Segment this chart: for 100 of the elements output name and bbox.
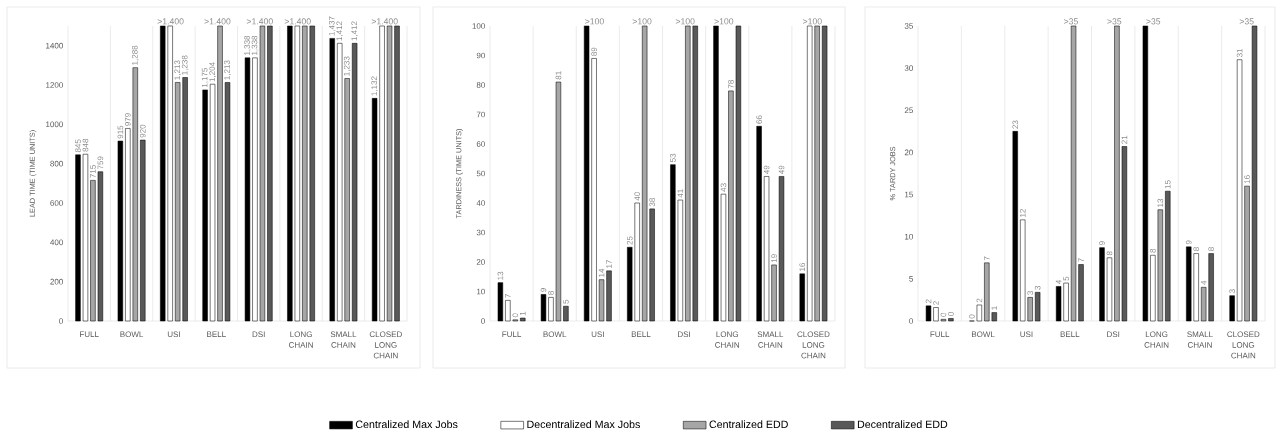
data-label: 0 bbox=[969, 314, 975, 319]
y-tick-label: 15 bbox=[905, 191, 913, 198]
x-tick-label: BOWL bbox=[971, 331, 995, 338]
data-label: 66 bbox=[756, 115, 762, 124]
data-label: 1 bbox=[991, 306, 998, 310]
x-tick-label: CLOSED LONG CHAIN bbox=[369, 331, 402, 359]
data-label: 38 bbox=[649, 198, 655, 207]
bar bbox=[1034, 292, 1041, 322]
data-label: 1,213 bbox=[224, 60, 231, 80]
y-tick-label: 90 bbox=[476, 52, 485, 59]
data-label: >100 bbox=[585, 18, 604, 25]
y-tick-label: 5 bbox=[909, 276, 913, 282]
legend-label: Decentralized Max Jobs bbox=[527, 420, 640, 429]
data-label: 1,288 bbox=[131, 45, 139, 65]
data-label: 81 bbox=[555, 71, 562, 80]
y-tick-label: 60 bbox=[476, 141, 485, 147]
x-tick-label: CLOSED LONG CHAIN bbox=[797, 331, 830, 359]
data-label: 7 bbox=[1078, 258, 1084, 262]
data-label: 21 bbox=[1121, 135, 1128, 144]
y-tick-label: 10 bbox=[905, 233, 913, 240]
data-label: 8 bbox=[1150, 248, 1156, 253]
data-label: 2 bbox=[976, 298, 983, 303]
data-label: 49 bbox=[763, 165, 770, 174]
data-label: >1.400 bbox=[204, 18, 231, 25]
data-label: >1.400 bbox=[246, 18, 273, 25]
data-label: 5 bbox=[1063, 276, 1069, 281]
data-label: 14 bbox=[598, 268, 605, 277]
data-label: >1.400 bbox=[157, 18, 184, 25]
data-label: 89 bbox=[591, 47, 597, 56]
data-label: 1,338 bbox=[244, 35, 251, 55]
data-label: 4 bbox=[1055, 279, 1062, 284]
data-label: 16 bbox=[1244, 175, 1250, 184]
data-label: 5 bbox=[563, 299, 569, 304]
data-label: 1,338 bbox=[251, 35, 259, 55]
data-label: 1,412 bbox=[336, 21, 344, 41]
data-label: 848 bbox=[82, 138, 89, 152]
data-label: >100 bbox=[632, 18, 652, 25]
bar bbox=[948, 318, 954, 322]
data-label: 7 bbox=[505, 294, 511, 298]
data-label: 759 bbox=[97, 156, 104, 170]
data-label: 1,175 bbox=[201, 67, 209, 88]
x-tick-label: FULL bbox=[502, 331, 522, 337]
x-tick-label: BELL bbox=[207, 331, 226, 337]
bar bbox=[563, 305, 569, 322]
y-tick-label: 80 bbox=[476, 82, 485, 88]
data-label: 7 bbox=[984, 256, 990, 261]
data-label: 2 bbox=[933, 301, 939, 305]
data-label: 9 bbox=[540, 288, 547, 292]
data-label: 1,204 bbox=[209, 62, 216, 82]
data-label: 2 bbox=[925, 299, 932, 304]
data-label: >35 bbox=[1239, 18, 1254, 25]
bar bbox=[976, 304, 983, 322]
x-tick-label: BELL bbox=[631, 331, 651, 337]
data-label: 1,412 bbox=[351, 21, 358, 41]
y-tick-label: 20 bbox=[904, 149, 913, 156]
y-tick-label: 600 bbox=[50, 200, 63, 206]
y-tick-label: 40 bbox=[476, 200, 485, 206]
data-label: 0 bbox=[940, 312, 947, 317]
x-tick-label: LONG CHAIN bbox=[715, 331, 739, 348]
data-label: 13 bbox=[1157, 198, 1164, 207]
data-label: 9 bbox=[1185, 240, 1192, 245]
data-label: 19 bbox=[771, 254, 777, 263]
y-tick-label: 0 bbox=[59, 318, 63, 324]
y-tick-label: 400 bbox=[50, 239, 63, 246]
data-label: >1.400 bbox=[371, 18, 398, 25]
data-label: 40 bbox=[634, 192, 641, 201]
data-label: 979 bbox=[125, 113, 131, 126]
data-label: 13 bbox=[497, 271, 504, 280]
legend-label: Decentralized EDD bbox=[857, 420, 948, 429]
data-label: >35 bbox=[1064, 18, 1078, 25]
y-tick-label: 800 bbox=[50, 160, 63, 167]
bar bbox=[1142, 25, 1149, 322]
y-tick-label: 35 bbox=[904, 23, 913, 29]
data-label: 920 bbox=[139, 124, 146, 138]
y-tick-label: 20 bbox=[476, 259, 485, 265]
data-label: 16 bbox=[799, 262, 806, 271]
y-tick-label: 30 bbox=[904, 65, 913, 71]
bar bbox=[1012, 131, 1018, 322]
data-label: >100 bbox=[802, 18, 822, 25]
data-label: 0 bbox=[512, 313, 519, 318]
y-tick-label: 70 bbox=[476, 111, 485, 118]
data-label: >100 bbox=[675, 18, 695, 25]
x-tick-label: SMALL CHAIN bbox=[757, 331, 784, 348]
x-tick-label: LONG CHAIN bbox=[289, 331, 313, 348]
x-tick-label: USI bbox=[167, 331, 180, 338]
y-tick-label: 1000 bbox=[46, 121, 63, 128]
bar bbox=[1229, 295, 1235, 322]
bar bbox=[351, 43, 358, 322]
data-label: 8 bbox=[1193, 247, 1200, 251]
data-label: 3 bbox=[1034, 285, 1041, 290]
legend-label: Centralized EDD bbox=[709, 420, 788, 429]
data-label: 3 bbox=[1027, 291, 1034, 295]
data-label: >1.400 bbox=[284, 18, 311, 25]
bar bbox=[821, 25, 828, 322]
bar bbox=[1165, 190, 1171, 322]
x-tick-label: SMALL CHAIN bbox=[1187, 331, 1213, 348]
x-tick-label: DSI bbox=[678, 331, 690, 338]
y-tick-label: 0 bbox=[481, 318, 485, 324]
data-label: >100 bbox=[714, 18, 734, 25]
data-label: 8 bbox=[548, 291, 554, 295]
